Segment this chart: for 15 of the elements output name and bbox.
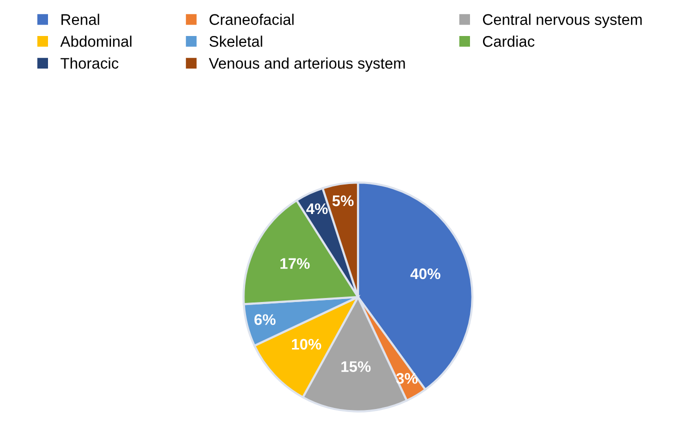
legend-label: Renal (61, 14, 100, 25)
legend-label: Craneofacial (210, 14, 294, 25)
data-label: 6% (254, 314, 276, 325)
legend-label: Venous and arterious system (208, 58, 405, 72)
data-label: 40% (410, 268, 440, 280)
data-label: 15% (341, 361, 371, 372)
legend-label: Skeletal (210, 36, 262, 47)
legend-label: Thoracic (60, 58, 118, 69)
legend-label: Central nervous system (482, 14, 642, 28)
data-label: 10% (292, 338, 322, 350)
legend-label: Abdominal (60, 36, 132, 47)
data-label: 4% (306, 203, 328, 214)
data-label: 5% (332, 195, 354, 206)
data-label: 17% (280, 258, 310, 269)
legend-label: Cardiac (482, 36, 534, 47)
